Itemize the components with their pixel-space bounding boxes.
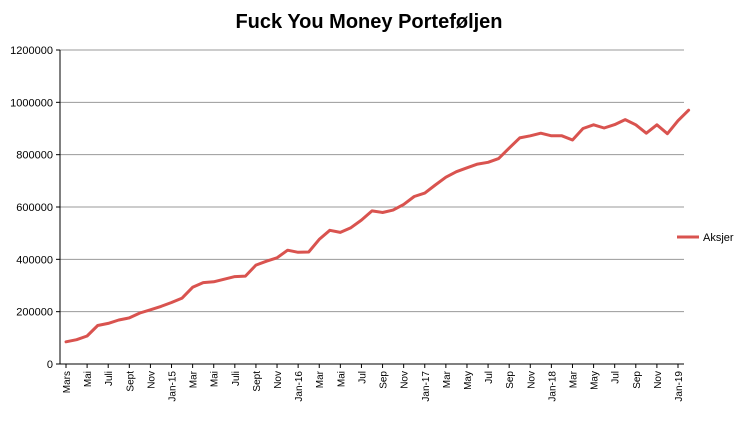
y-tick-label: 1200000 <box>10 45 53 57</box>
x-tick-label: Mai <box>336 371 347 387</box>
legend: Aksjer <box>677 232 734 244</box>
x-tick-label: Jan-19 <box>674 371 685 402</box>
x-tick-label: May <box>590 371 601 390</box>
x-tick-label: Mar <box>568 370 579 388</box>
x-tick-label: Mar <box>442 370 453 388</box>
y-tick-label: 200000 <box>16 307 53 319</box>
x-tick-label: Sep <box>379 371 390 389</box>
x-tick-label: Mai <box>210 371 221 387</box>
series-group <box>64 108 691 344</box>
y-tick-label: 1000000 <box>10 97 53 109</box>
y-tick-label: 600000 <box>16 202 53 214</box>
x-tick-label: Jan-16 <box>294 371 305 402</box>
x-tick-label: Sep <box>632 371 643 389</box>
x-tick-label: Mai <box>83 371 94 387</box>
y-tick-label: 400000 <box>16 254 53 266</box>
chart-title: Fuck You Money Porteføljen <box>235 11 502 33</box>
y-axis: 0 200000 400000 600000 800000 1000000 1200000 <box>10 45 61 371</box>
x-tick-label: Sept <box>252 371 263 392</box>
x-tick-label: Sept <box>125 371 136 392</box>
x-tick-label: Juli <box>104 371 115 386</box>
x-tick-label: Mar <box>315 370 326 388</box>
y-tick-label: 800000 <box>16 150 53 162</box>
x-tick-label: Mars <box>62 371 73 393</box>
x-tick-label: Mar <box>189 370 200 388</box>
x-tick-label: Nov <box>653 371 664 389</box>
x-tick-label: Sep <box>505 371 516 389</box>
gridlines <box>60 49 684 313</box>
y-tick-label: 0 <box>47 359 53 371</box>
x-tick-label: Nov <box>146 371 157 389</box>
x-tick-label: Nov <box>526 371 537 389</box>
x-tick-label: Nov <box>273 371 284 389</box>
x-tick-label: Jul <box>357 371 368 384</box>
x-tick-label: Jul <box>484 371 495 384</box>
x-tick-label: Jan-18 <box>547 371 558 402</box>
x-tick-label: Jul <box>611 371 622 384</box>
legend-label: Aksjer <box>703 232 734 244</box>
x-axis: Mars Mai Juli Sept Nov Jan-15 Mar Mai Juli Sept No… <box>60 363 685 402</box>
x-tick-label: Jan-17 <box>421 371 432 402</box>
x-tick-label: Juli <box>231 371 242 386</box>
series-line-aksjer <box>64 108 691 344</box>
x-tick-label: Jan-15 <box>168 371 179 402</box>
x-tick-label: May <box>463 371 474 390</box>
x-tick-label: Nov <box>400 371 411 389</box>
